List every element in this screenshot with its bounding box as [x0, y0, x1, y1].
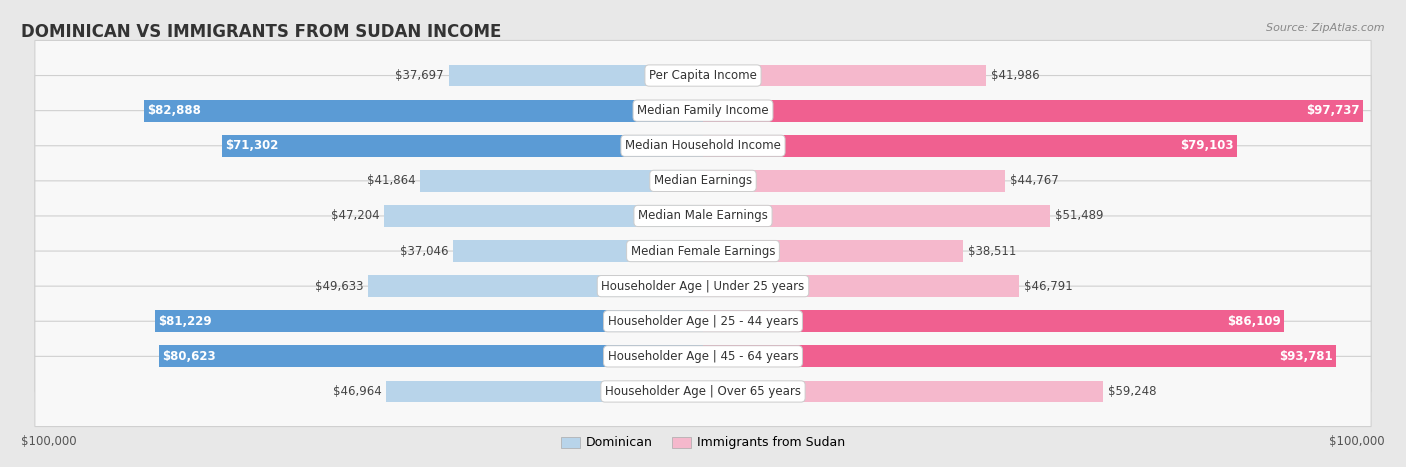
Text: $46,791: $46,791	[1024, 280, 1073, 293]
Text: Householder Age | Over 65 years: Householder Age | Over 65 years	[605, 385, 801, 398]
Bar	[453, 240, 703, 262]
Bar	[384, 205, 703, 227]
FancyBboxPatch shape	[35, 76, 1371, 146]
Bar	[143, 100, 703, 121]
Bar	[703, 64, 987, 86]
Text: $93,781: $93,781	[1279, 350, 1333, 363]
Bar	[703, 275, 1019, 297]
Bar	[222, 135, 703, 156]
Bar	[387, 381, 703, 403]
Text: Source: ZipAtlas.com: Source: ZipAtlas.com	[1267, 23, 1385, 33]
FancyBboxPatch shape	[35, 111, 1371, 181]
FancyBboxPatch shape	[35, 181, 1371, 251]
Text: $82,888: $82,888	[148, 104, 201, 117]
Text: $38,511: $38,511	[967, 245, 1017, 258]
Text: Median Female Earnings: Median Female Earnings	[631, 245, 775, 258]
Text: $81,229: $81,229	[159, 315, 212, 328]
FancyBboxPatch shape	[35, 356, 1371, 426]
FancyBboxPatch shape	[35, 286, 1371, 356]
Bar	[703, 381, 1102, 403]
Bar	[368, 275, 703, 297]
Text: DOMINICAN VS IMMIGRANTS FROM SUDAN INCOME: DOMINICAN VS IMMIGRANTS FROM SUDAN INCOM…	[21, 23, 502, 42]
Legend: Dominican, Immigrants from Sudan: Dominican, Immigrants from Sudan	[557, 432, 849, 454]
Text: $49,633: $49,633	[315, 280, 363, 293]
Bar	[159, 346, 703, 367]
Text: $46,964: $46,964	[333, 385, 381, 398]
FancyBboxPatch shape	[35, 41, 1371, 111]
Text: Median Male Earnings: Median Male Earnings	[638, 209, 768, 222]
Bar	[703, 205, 1050, 227]
Text: $37,697: $37,697	[395, 69, 444, 82]
Text: $51,489: $51,489	[1056, 209, 1104, 222]
Text: $37,046: $37,046	[399, 245, 449, 258]
Text: $97,737: $97,737	[1306, 104, 1360, 117]
Bar	[703, 311, 1284, 332]
FancyBboxPatch shape	[35, 216, 1371, 286]
Bar	[703, 100, 1362, 121]
Text: Median Household Income: Median Household Income	[626, 139, 780, 152]
Bar	[703, 346, 1336, 367]
FancyBboxPatch shape	[35, 321, 1371, 391]
Text: Householder Age | 25 - 44 years: Householder Age | 25 - 44 years	[607, 315, 799, 328]
Text: $100,000: $100,000	[21, 435, 77, 448]
Text: Median Family Income: Median Family Income	[637, 104, 769, 117]
Text: $71,302: $71,302	[225, 139, 278, 152]
Text: $100,000: $100,000	[1329, 435, 1385, 448]
Text: $80,623: $80,623	[162, 350, 217, 363]
Text: Median Earnings: Median Earnings	[654, 174, 752, 187]
FancyBboxPatch shape	[35, 146, 1371, 216]
Text: $59,248: $59,248	[1108, 385, 1156, 398]
Text: $47,204: $47,204	[330, 209, 380, 222]
Text: Householder Age | 45 - 64 years: Householder Age | 45 - 64 years	[607, 350, 799, 363]
Text: Householder Age | Under 25 years: Householder Age | Under 25 years	[602, 280, 804, 293]
Bar	[703, 135, 1237, 156]
Bar	[703, 170, 1005, 192]
Text: $44,767: $44,767	[1010, 174, 1059, 187]
Text: Per Capita Income: Per Capita Income	[650, 69, 756, 82]
Text: $41,864: $41,864	[367, 174, 416, 187]
Text: $79,103: $79,103	[1180, 139, 1233, 152]
Text: $41,986: $41,986	[991, 69, 1039, 82]
Bar	[420, 170, 703, 192]
Text: $86,109: $86,109	[1227, 315, 1281, 328]
Bar	[449, 64, 703, 86]
Bar	[703, 240, 963, 262]
Bar	[155, 311, 703, 332]
FancyBboxPatch shape	[35, 251, 1371, 321]
